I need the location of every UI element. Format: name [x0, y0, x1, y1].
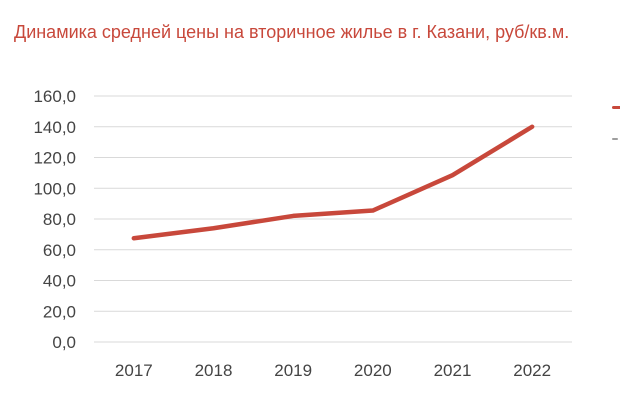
y-tick-label: 140,0: [33, 118, 76, 137]
y-axis-ticks: 0,0 20,0 40,0 60,0 80,0 100,0 120,0 140,0 160,0: [33, 87, 76, 352]
chart-title: Динамика средней цены на вторичное жилье…: [14, 22, 570, 42]
x-tick-label: 2021: [434, 361, 472, 380]
series-layer: [131, 124, 535, 241]
y-tick-label: 160,0: [33, 87, 76, 106]
y-tick-label: 20,0: [43, 302, 76, 321]
y-tick-label: 100,0: [33, 179, 76, 198]
x-tick-label: 2018: [195, 361, 233, 380]
x-axis-ticks: 2017 2018 2019 2020 2021 2022: [115, 361, 551, 380]
y-tick-label: 60,0: [43, 241, 76, 260]
y-tick-label: 80,0: [43, 210, 76, 229]
x-tick-label: 2019: [274, 361, 312, 380]
y-tick-label: 0,0: [52, 333, 76, 352]
x-tick-label: 2017: [115, 361, 153, 380]
grid-lines: [94, 95, 572, 343]
legend-marker-series-2: [612, 138, 618, 140]
x-tick-label: 2022: [513, 361, 551, 380]
y-tick-label: 120,0: [33, 149, 76, 168]
y-tick-label: 40,0: [43, 272, 76, 291]
series-line: [131, 124, 535, 241]
legend-marker-series-1: [612, 106, 620, 109]
x-tick-label: 2020: [354, 361, 392, 380]
